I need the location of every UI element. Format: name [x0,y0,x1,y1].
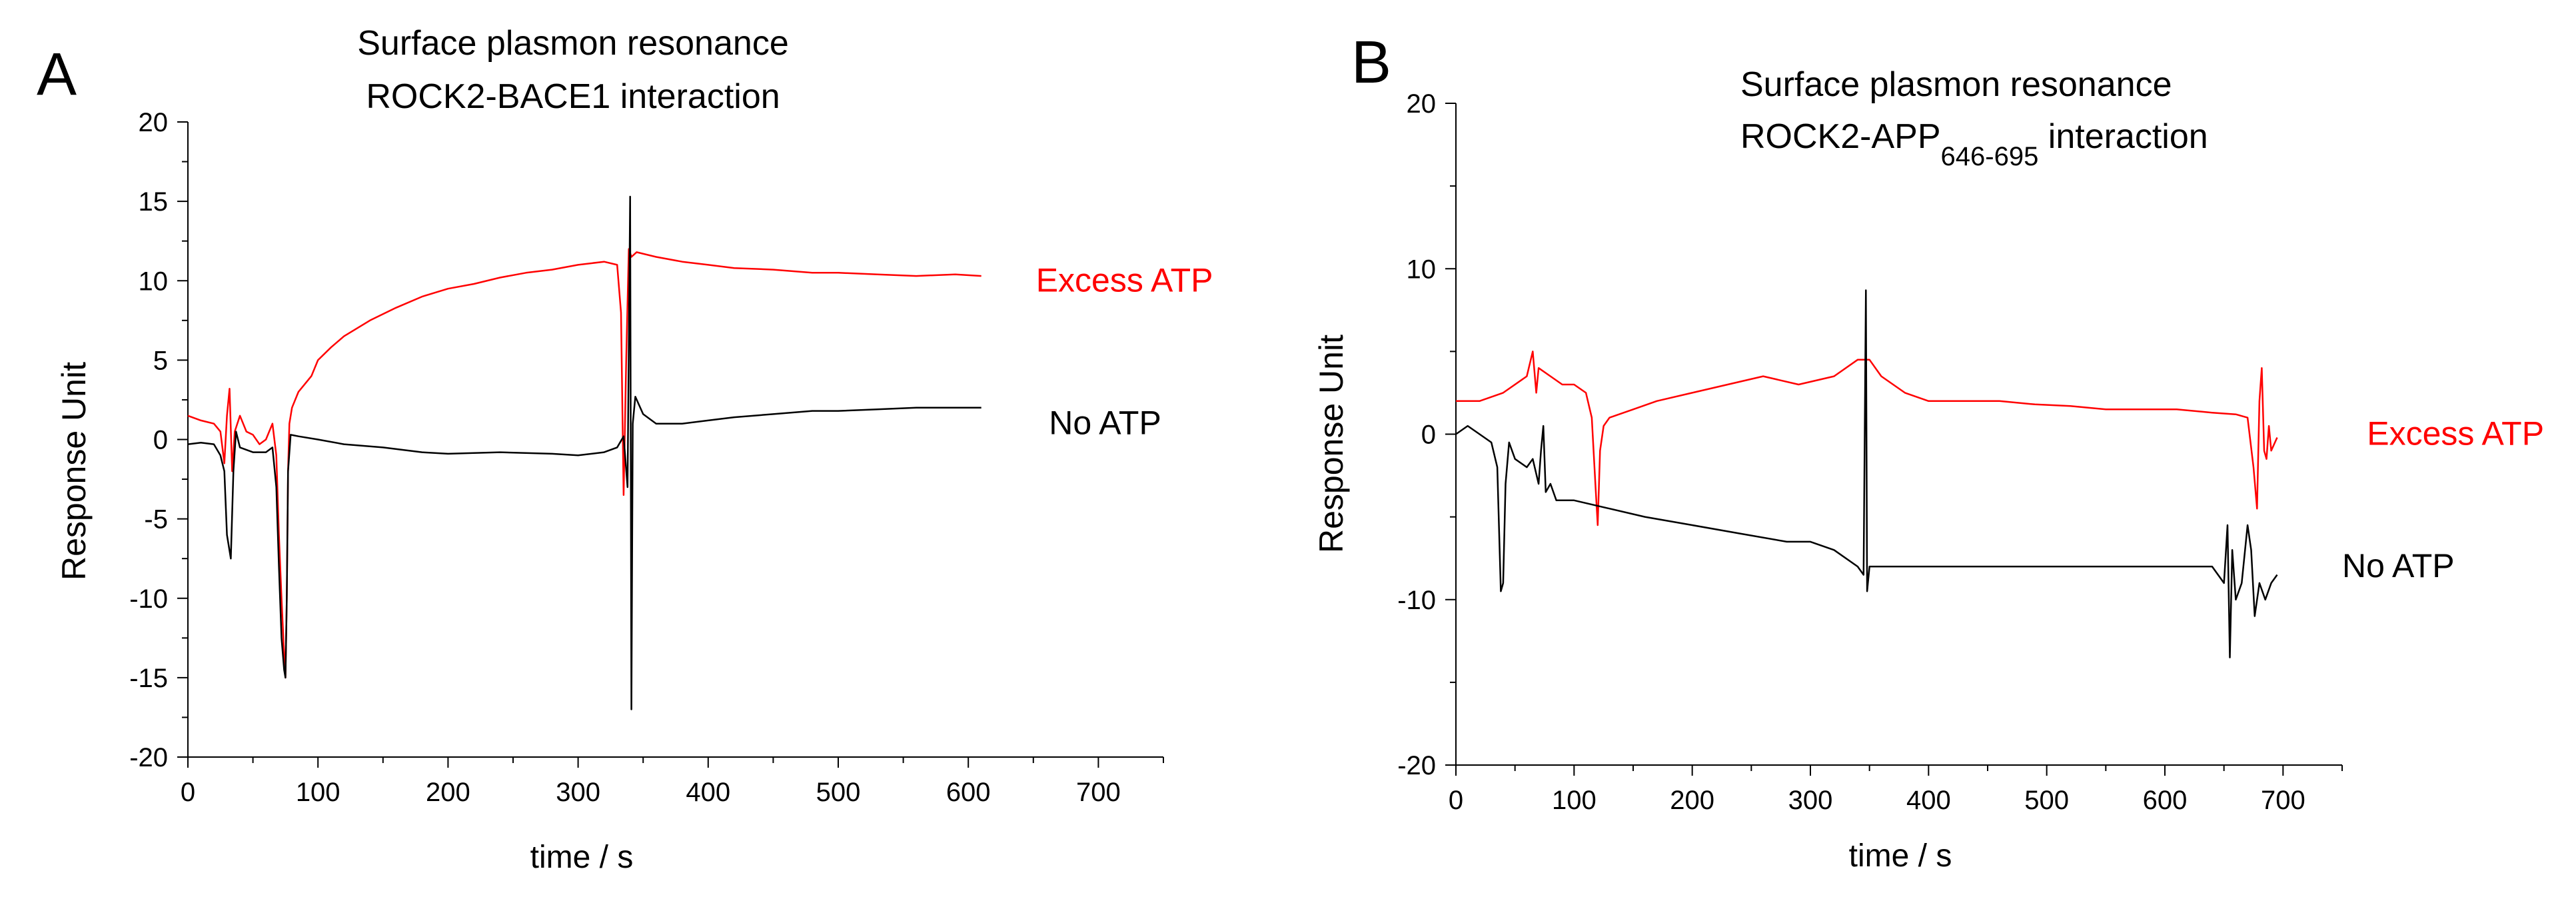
x-tick-label: 700 [2261,786,2305,815]
x-tick-label: 0 [181,778,195,807]
panel-a: A Surface plasmon resonance ROCK2-BACE1 … [37,24,1213,875]
x-tick-label: 200 [1670,786,1714,815]
series-annotation: No ATP [1049,405,1161,442]
y-tick-label: -10 [129,584,168,614]
x-tick-label: 100 [296,778,340,807]
y-axis-label: Response Unit [55,362,93,580]
x-tick-label: 300 [1788,786,1833,815]
x-tick-label: 400 [686,778,730,807]
series-annotation: No ATP [2342,547,2455,584]
chart-title-line1: Surface plasmon resonance [357,24,789,63]
x-axis-label: time / s [530,840,634,875]
series-line-excess-atp [187,248,981,679]
series-layer [1455,289,2278,658]
panel-b: B Surface plasmon resonance ROCK2-APP646… [1313,29,2544,874]
y-tick-label: -5 [144,505,168,534]
y-tick-label: 15 [139,187,169,217]
x-tick-label: 500 [816,778,861,807]
x-tick-label: 700 [1076,778,1121,807]
chart-title-line2: ROCK2-APP646-695 interaction [1740,117,2208,171]
x-tick-label: 300 [556,778,600,807]
series-layer [187,195,981,710]
series-line-no-atp [187,195,981,710]
annotations-layer: Excess ATP No ATP [1036,261,1213,441]
chart-title-subscript: 646-695 [1941,142,2039,171]
ticks-layer: 0 100 200 300 400 500 600 700 -20 -15 -10 -5 0 5 10 15 2… [129,108,1164,807]
x-tick-label: 500 [2024,786,2069,815]
x-tick-label: 400 [1906,786,1951,815]
panel-label: A [37,41,77,108]
y-tick-label: -15 [129,664,168,693]
x-tick-label: 0 [1449,786,1463,815]
ticks-layer: 0 100 200 300 400 500 600 700 -20 -10 0 10 20 [1397,89,2343,815]
y-tick-label: 20 [1407,89,1437,119]
y-tick-label: -20 [129,743,168,772]
series-annotation: Excess ATP [2367,415,2544,453]
y-tick-label: 0 [153,426,168,455]
y-tick-label: 10 [139,267,169,296]
panel-label: B [1351,29,1391,96]
x-tick-label: 600 [2143,786,2188,815]
chart-title-line2: ROCK2-BACE1 interaction [366,77,780,116]
x-axis-label: time / s [1849,838,1952,874]
y-axis-label: Response Unit [1313,335,1350,553]
y-tick-label: 10 [1407,255,1437,284]
y-tick-label: 0 [1421,421,1436,450]
y-tick-label: -20 [1397,751,1436,780]
annotations-layer: Excess ATP No ATP [2342,415,2544,585]
y-tick-label: -10 [1397,586,1436,615]
x-tick-label: 200 [426,778,470,807]
series-line-no-atp [1455,289,2278,658]
x-tick-label: 100 [1552,786,1597,815]
x-tick-label: 600 [946,778,991,807]
chart-title-line1: Surface plasmon resonance [1740,65,2172,104]
y-tick-label: 20 [139,108,169,137]
y-tick-label: 5 [153,346,168,375]
series-annotation: Excess ATP [1036,261,1213,299]
series-line-excess-atp [1456,351,2278,526]
